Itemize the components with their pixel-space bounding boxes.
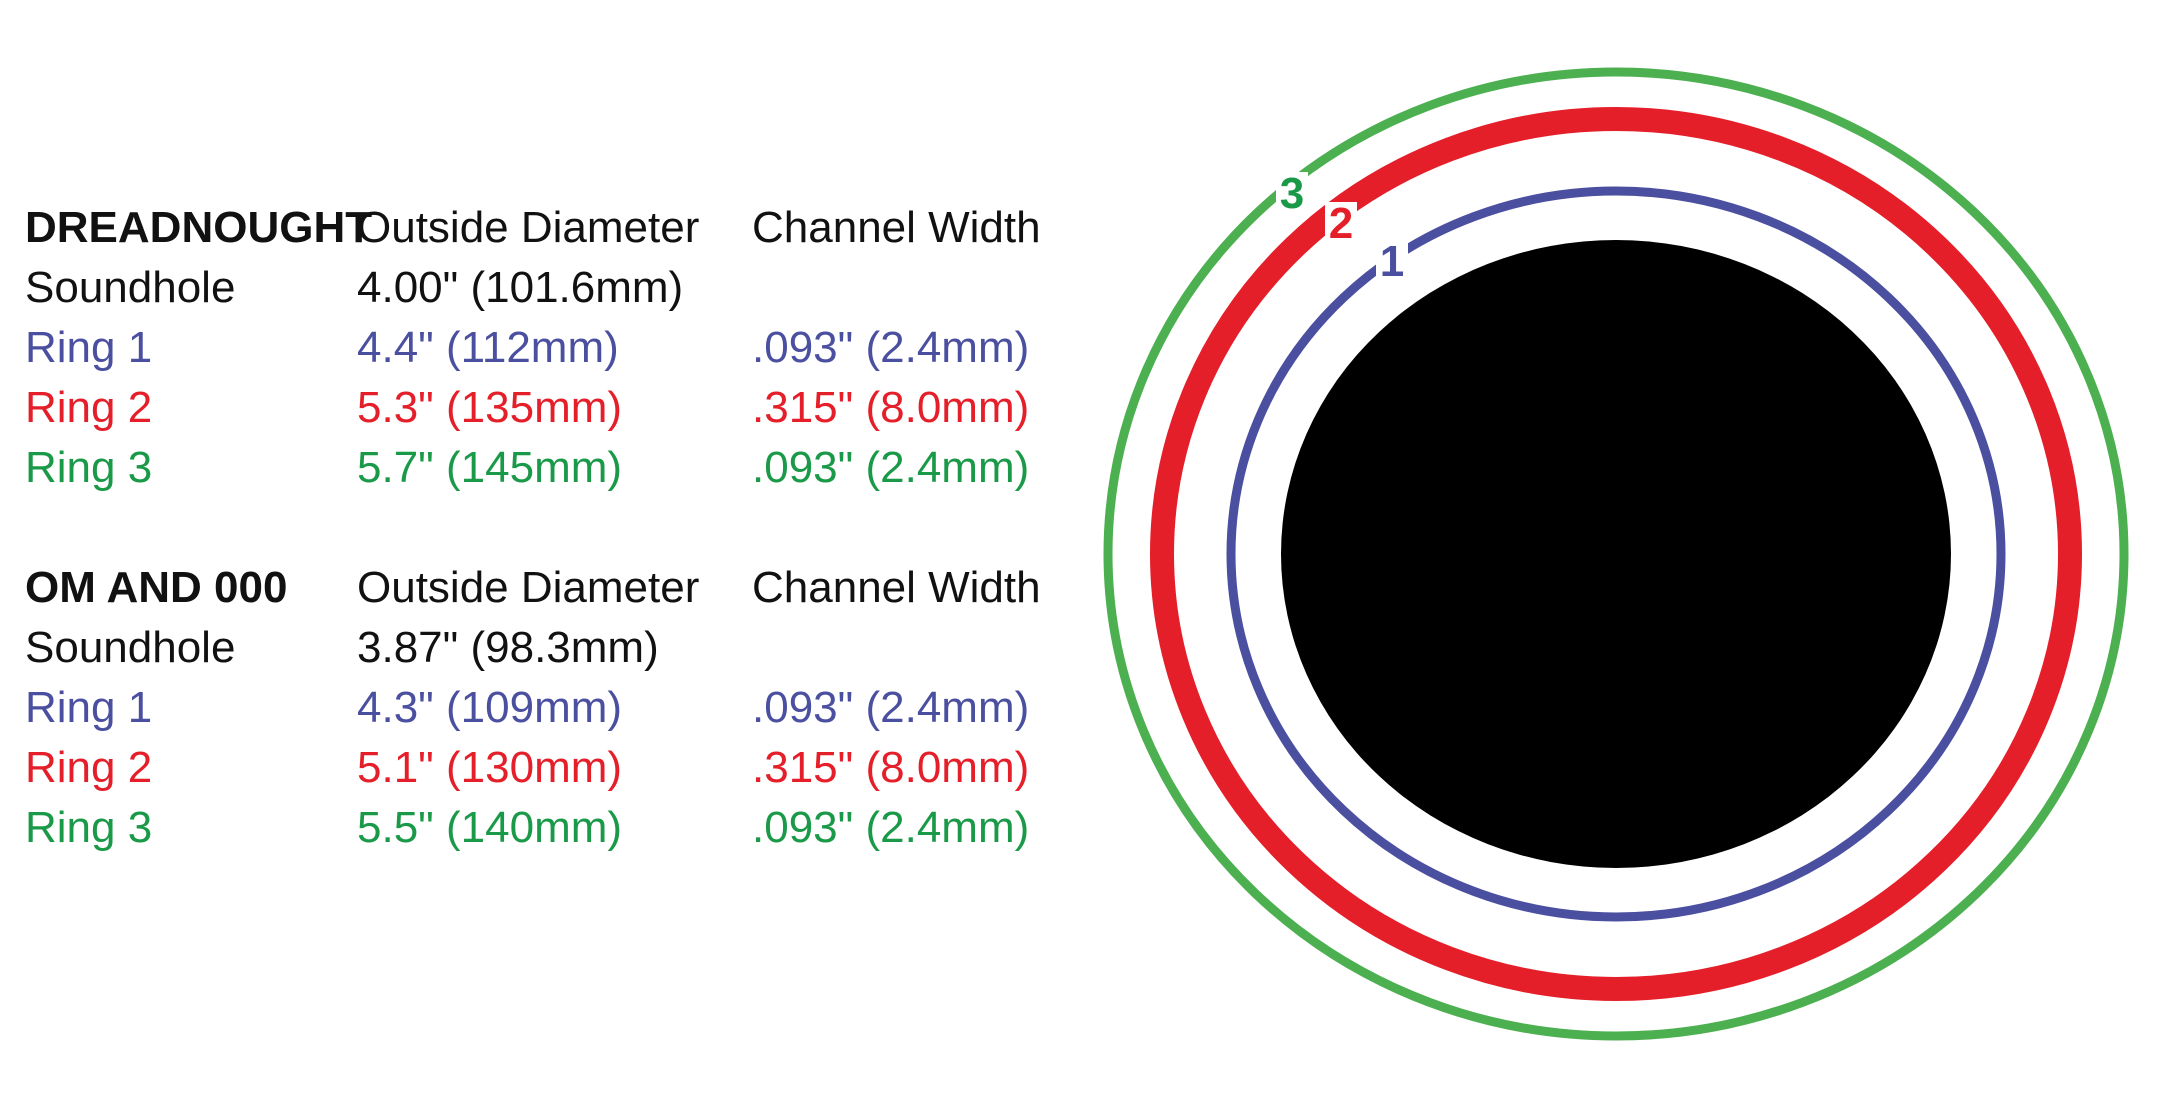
- cell: .093" (2.4mm): [752, 803, 1029, 852]
- row-label: Soundhole: [25, 263, 235, 312]
- label-bg: [1276, 172, 1308, 214]
- column-header: Outside Diameter: [357, 203, 699, 252]
- ring-3: [1103, 67, 2129, 1041]
- row-label: Ring 3: [25, 803, 152, 852]
- row-label: Ring 2: [25, 743, 152, 792]
- ring-label: 2: [1329, 199, 1353, 248]
- row-label: Ring 1: [25, 323, 152, 372]
- cell: 5.1" (130mm): [357, 743, 622, 792]
- rosette-diagram: 1 2 3: [1103, 67, 2129, 1041]
- soundhole: [1281, 240, 1951, 868]
- row-label: Ring 1: [25, 683, 152, 732]
- ring-2: [1150, 107, 2082, 1001]
- label-bg: [1325, 202, 1357, 244]
- cell: 5.3" (135mm): [357, 383, 622, 432]
- ring-1: [1226, 186, 2006, 922]
- row-label: Soundhole: [25, 623, 235, 672]
- row-label: Ring 2: [25, 383, 152, 432]
- cell: 4.3" (109mm): [357, 683, 622, 732]
- cell: 5.7" (145mm): [357, 443, 622, 492]
- table-title: OM AND 000: [25, 563, 287, 612]
- column-header: Outside Diameter: [357, 563, 699, 612]
- cell: .315" (8.0mm): [752, 383, 1029, 432]
- ring-label: 1: [1380, 237, 1404, 286]
- label-bg: [1376, 240, 1408, 282]
- ring-label: 3: [1280, 169, 1304, 218]
- cell: 5.5" (140mm): [357, 803, 622, 852]
- row-label: Ring 3: [25, 443, 152, 492]
- cell: 3.87" (98.3mm): [357, 623, 659, 672]
- cell: .093" (2.4mm): [752, 323, 1029, 372]
- cell: .093" (2.4mm): [752, 443, 1029, 492]
- cell: .093" (2.4mm): [752, 683, 1029, 732]
- table-title: DREADNOUGHT: [25, 203, 372, 252]
- cell: .315" (8.0mm): [752, 743, 1029, 792]
- column-header: Channel Width: [752, 563, 1041, 612]
- column-header: Channel Width: [752, 203, 1041, 252]
- cell: 4.00" (101.6mm): [357, 263, 683, 312]
- cell: 4.4" (112mm): [357, 323, 619, 372]
